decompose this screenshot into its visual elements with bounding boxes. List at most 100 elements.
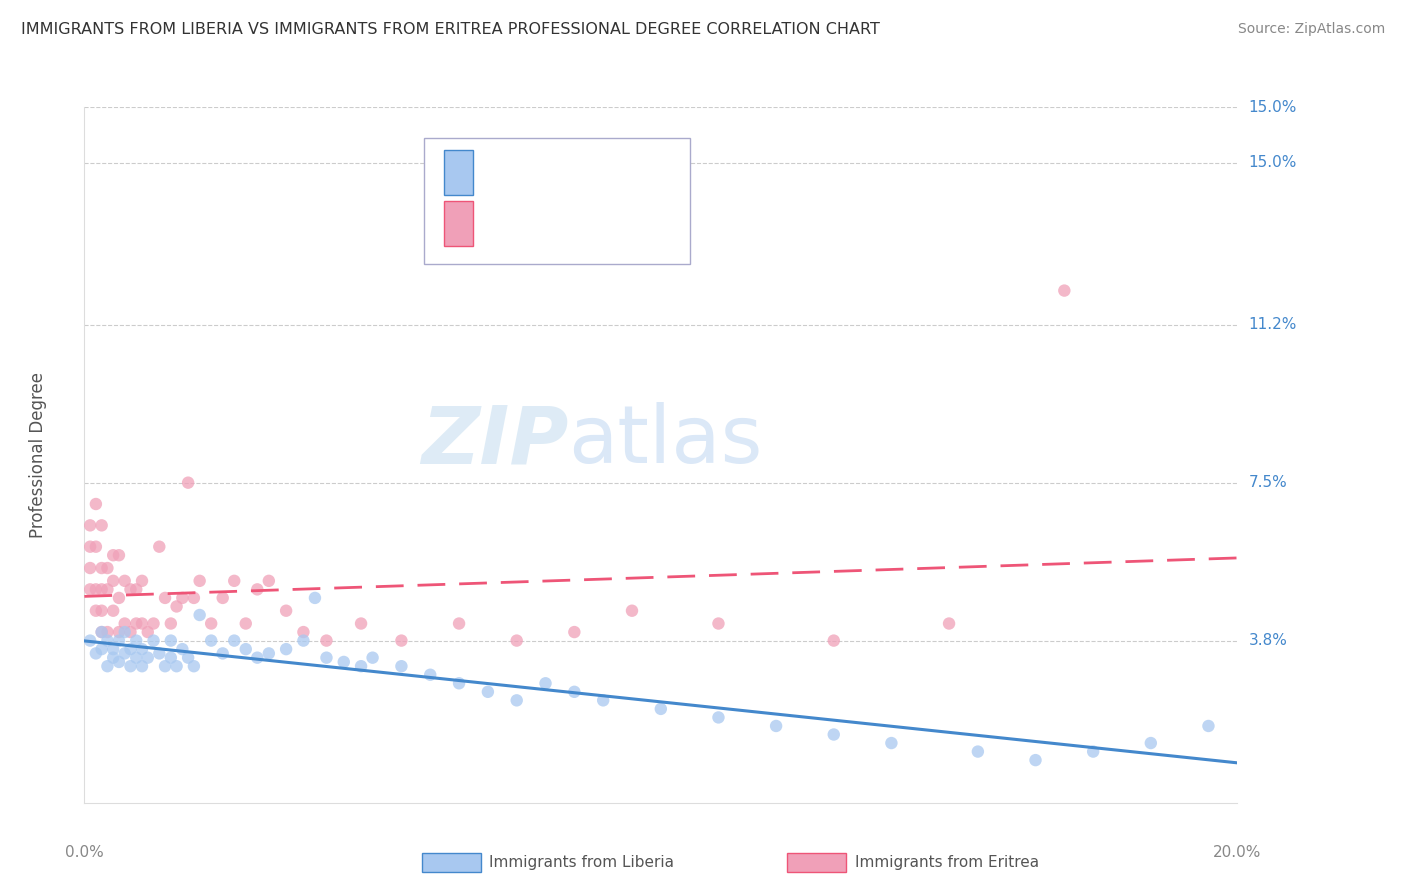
Point [246,582,269,597]
Point [506,693,529,707]
Point [90,642,112,657]
Point [188,574,211,588]
Point [562,685,586,699]
Point [274,604,298,618]
Point [391,659,413,673]
Point [148,647,170,661]
Point [79,518,101,533]
Text: R =: R = [491,216,523,231]
Point [160,650,183,665]
Text: 15.0%: 15.0% [1249,155,1298,170]
Point [103,574,124,588]
Point [84,582,107,597]
Point [172,642,194,657]
Point [200,633,222,648]
Text: 11.2%: 11.2% [1249,318,1298,332]
Point [235,642,257,657]
Point [96,633,118,648]
Point [200,616,222,631]
Text: R =: R = [491,165,523,180]
Point [177,475,200,490]
Point [120,625,142,640]
Point [90,518,112,533]
Text: atlas: atlas [568,402,763,480]
Point [350,616,373,631]
Point [108,591,131,605]
Point [114,647,136,661]
Point [621,604,644,618]
Text: 0.0%: 0.0% [65,845,104,860]
Point [120,582,142,597]
Point [211,647,233,661]
Point [160,633,183,648]
Point [1053,284,1076,298]
Point [120,642,142,657]
Point [172,591,194,605]
Point [136,625,159,640]
Point [131,642,153,657]
Point [650,702,672,716]
Point [153,659,176,673]
Point [183,591,205,605]
Point [707,710,730,724]
Point [592,693,614,707]
Point [707,616,730,631]
Point [84,604,107,618]
Text: N =: N = [600,165,644,180]
Point [103,604,124,618]
Point [534,676,557,690]
Point [166,599,188,614]
Text: 60: 60 [650,165,671,180]
Point [350,659,373,673]
Point [131,659,153,673]
Point [332,655,354,669]
Point [562,625,586,640]
Point [246,650,269,665]
Point [177,650,200,665]
Point [967,745,990,759]
Point [125,616,148,631]
Text: 59: 59 [650,216,671,231]
Point [142,616,165,631]
Text: Professional Degree: Professional Degree [30,372,48,538]
Point [1024,753,1046,767]
Point [131,616,153,631]
Point [108,548,131,562]
Text: -0.544: -0.544 [534,165,589,180]
Point [823,633,845,648]
Bar [444,150,472,195]
Point [419,667,441,681]
Point [235,616,257,631]
Point [1197,719,1219,733]
Point [79,561,101,575]
Point [211,591,233,605]
Point [142,633,165,648]
Point [125,633,148,648]
Point [224,633,246,648]
Point [391,633,413,648]
Point [96,561,118,575]
Text: 15.0%: 15.0% [1249,100,1298,114]
Text: Immigrants from Liberia: Immigrants from Liberia [489,855,675,870]
Point [114,616,136,631]
Point [90,582,112,597]
Point [90,625,112,640]
Point [304,591,326,605]
Point [1139,736,1161,750]
Point [506,633,529,648]
Point [103,642,124,657]
Point [84,647,107,661]
Point [183,659,205,673]
Point [292,625,315,640]
Text: IMMIGRANTS FROM LIBERIA VS IMMIGRANTS FROM ERITREA PROFESSIONAL DEGREE CORRELATI: IMMIGRANTS FROM LIBERIA VS IMMIGRANTS FR… [21,22,880,37]
Point [90,604,112,618]
Text: 0.024: 0.024 [534,216,588,231]
Text: 7.5%: 7.5% [1249,475,1288,491]
Point [108,655,131,669]
Point [361,650,384,665]
Point [880,736,903,750]
Point [108,625,131,640]
Point [114,625,136,640]
Point [79,582,101,597]
Text: ZIP: ZIP [422,402,568,480]
